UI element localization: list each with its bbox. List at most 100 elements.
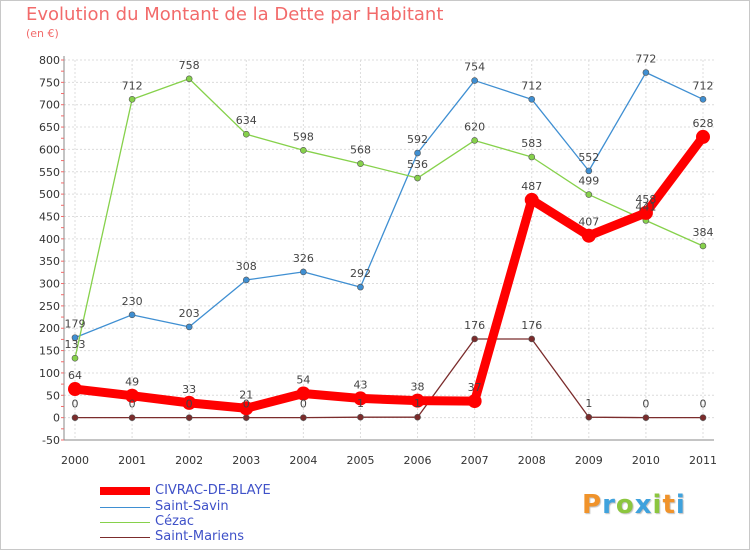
series-line-saint-savin [74,71,704,339]
data-label-saint-savin: 712 [521,79,542,92]
x-tick-label: 2009 [575,454,603,467]
legend-swatch-civrac [100,487,150,495]
x-tick-label: 2005 [346,454,374,467]
point-saint-mariens [642,414,650,421]
data-label-saint-savin: 326 [293,252,314,265]
point-saint-savin [471,77,478,84]
data-label-civrac: 407 [578,216,599,229]
logo-letter: P [582,490,603,520]
point-saint-mariens [414,413,421,421]
data-label-civrac: 49 [125,376,139,389]
data-label-cezac: 384 [693,226,714,239]
series-line-civrac [70,132,708,413]
point-saint-savin [699,96,707,103]
data-label-cezac: 536 [407,158,428,171]
point-saint-savin [357,283,364,291]
point-saint-mariens [242,414,250,421]
y-tick-label: 100 [39,367,60,380]
chart-unit: (en €) [26,27,59,40]
point-saint-mariens [585,413,593,421]
point-civrac [581,228,596,243]
data-label-civrac: 33 [182,383,196,396]
series-lines [68,69,710,421]
legend-swatch-cezac [100,522,150,523]
y-tick-label: -50 [42,434,60,447]
data-label-civrac: 37 [468,381,482,394]
data-label-civrac: 487 [521,180,542,193]
y-tick-label: 200 [39,322,60,335]
data-label-saint-mariens: 0 [642,398,649,411]
data-label-saint-savin: 552 [578,151,599,164]
data-label-saint-mariens: 176 [521,319,542,332]
x-tick-label: 2000 [61,454,89,467]
y-tick-label: 250 [39,300,60,313]
data-label-saint-mariens: 1 [414,397,421,410]
point-saint-mariens [528,335,536,343]
point-civrac [239,401,254,416]
data-label-saint-mariens: 0 [700,398,707,411]
y-tick-label: 300 [39,278,60,291]
data-label-saint-mariens: 0 [72,398,79,411]
logo-letter: o [615,490,635,520]
point-civrac [524,192,539,207]
point-civrac [125,388,140,403]
point-cezac [357,160,364,168]
logo-letter: t [662,490,676,520]
point-saint-savin [528,96,536,103]
point-saint-mariens [357,413,364,421]
point-saint-savin [71,334,79,341]
data-label-civrac: 43 [353,378,367,391]
data-label-civrac: 54 [296,374,310,387]
data-label-cezac: 133 [65,338,86,351]
data-label-saint-mariens: 0 [129,398,136,411]
x-tick-label: 2004 [289,454,317,467]
series-line-cezac [74,78,704,359]
point-civrac [696,129,710,144]
grid [64,59,714,441]
y-tick-label: 750 [39,76,60,89]
point-cezac [528,153,536,161]
y-tick-label: 150 [39,345,60,358]
data-label-civrac: 64 [68,369,82,382]
y-tick-label: 450 [39,210,60,223]
chart-title: Evolution du Montant de la Dette par Hab… [26,4,444,25]
y-tick-label: 700 [39,99,60,112]
x-tick-label: 2011 [689,454,717,467]
point-saint-savin [585,167,593,175]
point-cezac [471,137,478,144]
data-label-saint-savin: 203 [179,307,200,320]
data-label-civrac: 21 [239,388,253,401]
data-label-saint-mariens: 1 [357,397,364,410]
data-label-cezac: 758 [179,59,200,72]
y-tick-label: 350 [39,255,60,268]
axes: -500501001502002503003504004505005506006… [39,54,717,467]
data-labels: 64 49 33 21 54 43 38 37 487 407 458 628 179 230 203 308… [65,53,714,411]
y-tick-label: 600 [39,143,60,156]
data-label-saint-mariens: 0 [243,398,250,411]
x-tick-label: 2006 [404,454,432,467]
data-label-cezac: 634 [236,114,257,127]
data-label-saint-savin: 754 [464,61,485,74]
point-civrac [182,395,197,410]
y-tick-label: 550 [39,166,60,179]
data-label-cezac: 712 [122,79,143,92]
data-label-civrac: 38 [411,381,425,394]
point-civrac [353,391,368,406]
point-saint-mariens [71,414,79,421]
data-label-saint-mariens: 0 [186,398,193,411]
data-label-saint-mariens: 176 [464,319,485,332]
point-saint-savin [185,323,193,331]
point-cezac [185,75,193,83]
x-tick-label: 2007 [461,454,489,467]
legend-label-saint-mariens: Saint-Mariens [155,529,245,544]
x-tick-label: 2003 [232,454,260,467]
point-saint-mariens [471,335,478,343]
data-label-cezac: 620 [464,120,485,133]
point-cezac [699,242,707,250]
point-saint-savin [300,268,307,276]
data-label-cezac: 441 [635,200,656,213]
data-label-saint-savin: 292 [350,267,371,280]
point-saint-mariens [300,414,307,421]
legend-label-saint-savin: Saint-Savin [155,499,229,514]
